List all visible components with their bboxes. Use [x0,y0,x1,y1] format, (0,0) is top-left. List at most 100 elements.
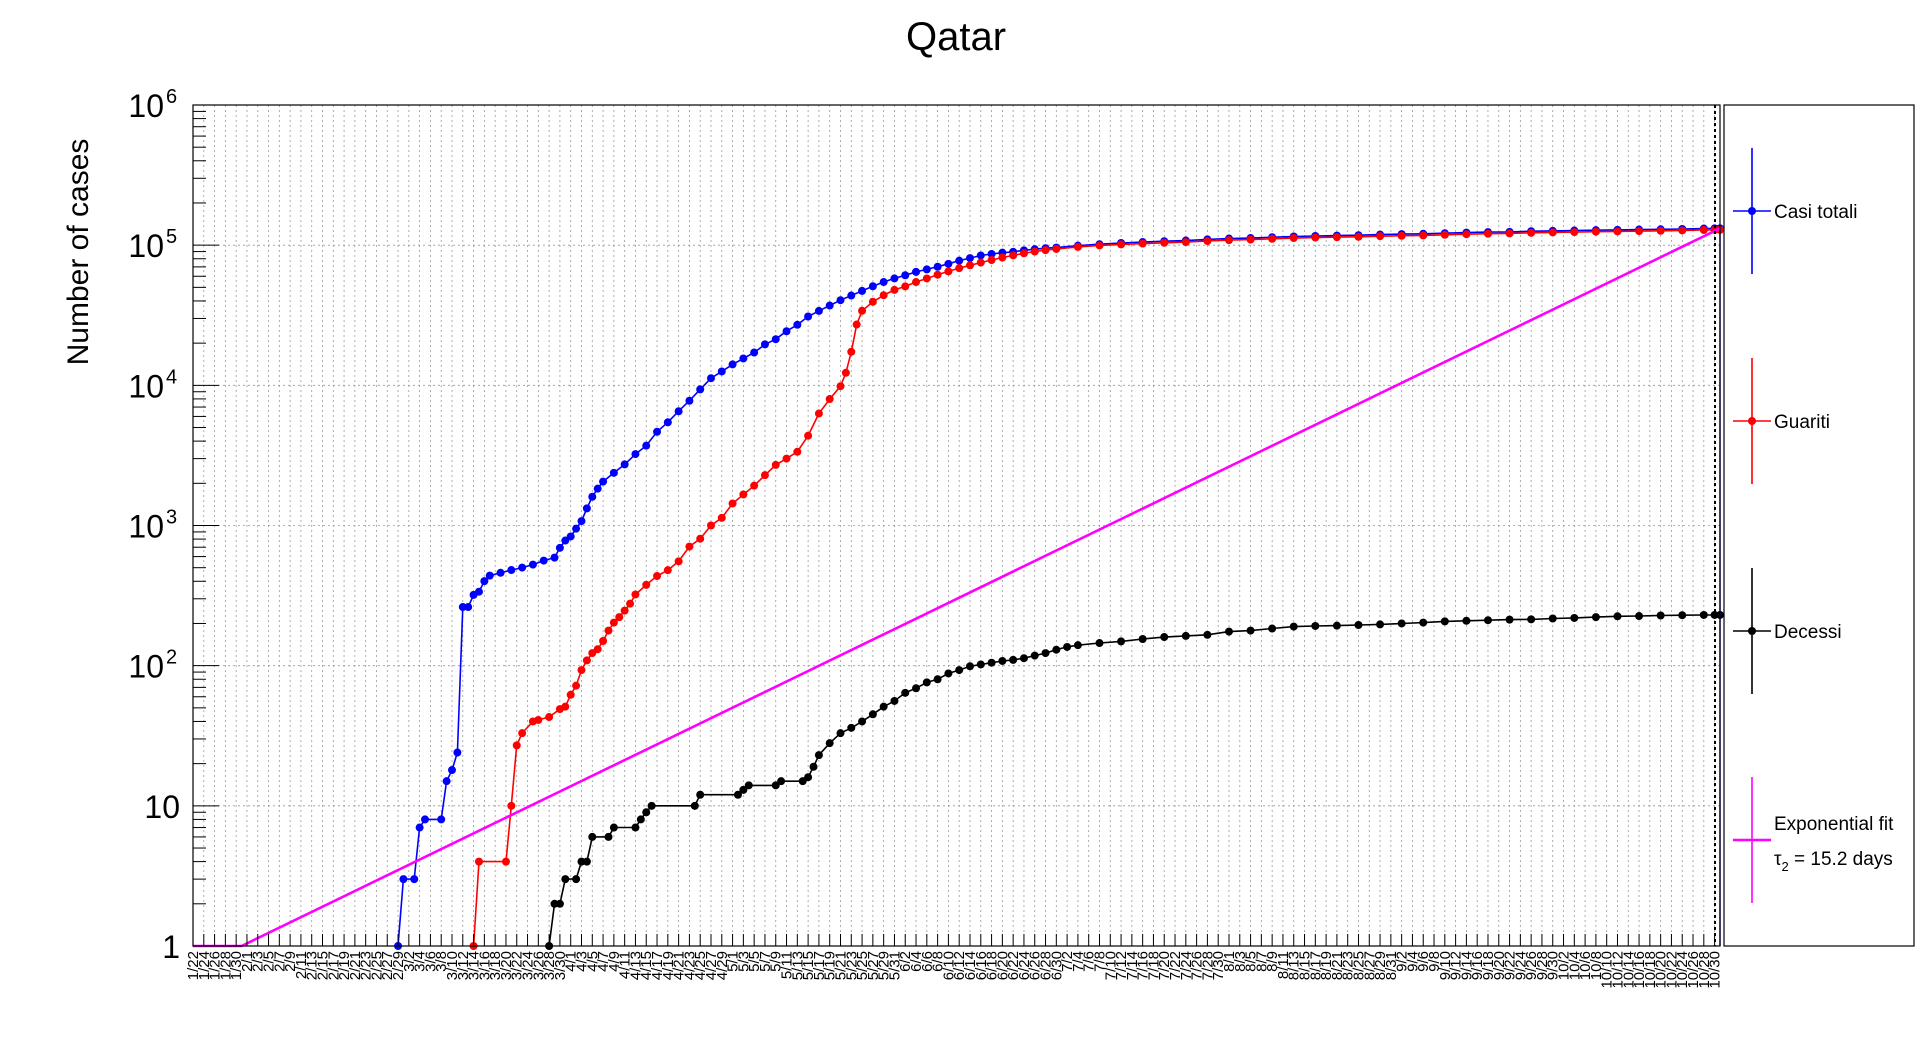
x-tick-label: 6/2 [897,951,914,972]
x-tick-label: 8/31 [1383,951,1400,980]
series-point-1 [1138,239,1147,248]
series-point-2 [1419,618,1428,627]
x-tick-label: 5/21 [832,951,849,980]
x-tick-label: 9/4 [1404,951,1421,972]
series-point-0 [944,259,953,268]
series-point-1 [1203,237,1212,246]
series-point-0 [609,468,618,477]
series-point-2 [1678,611,1687,620]
legend: Casi totali Guariti Decessi Exponential fit… [1723,104,1915,947]
series-point-1 [1440,230,1449,239]
x-tick-label: 10/2 [1556,951,1573,980]
x-tick-label: 5/1 [725,951,742,972]
series-point-2 [1354,621,1363,630]
x-tick-label: 5/31 [886,951,903,980]
x-tick-label: 5/19 [822,951,839,980]
series-point-2 [1591,613,1600,622]
x-tick-label: 3/30 [552,951,569,980]
series-point-1 [1527,228,1536,237]
series-point-1 [1224,236,1233,245]
series-point-1 [1041,246,1050,255]
series-point-2 [1440,617,1449,626]
series-point-1 [922,274,931,283]
x-tick-label: 4/3 [573,951,590,972]
series-point-0 [593,484,602,493]
x-tick-label: 2/15 [314,951,331,980]
series-point-1 [604,626,613,635]
series-point-2 [1041,649,1050,658]
x-tick-label: 9/28 [1534,951,1551,980]
x-tick-label: 2/25 [368,951,385,980]
series-point-1 [1462,230,1471,239]
series-point-0 [804,312,813,321]
series-point-0 [782,327,791,336]
x-tick-label: 7/26 [1189,951,1206,980]
x-tick-label: 9/14 [1458,951,1475,980]
series-point-0 [642,441,651,450]
x-tick-label: 10/28 [1696,951,1713,989]
legend-marker [1748,417,1756,425]
series-line-1 [472,229,1720,947]
series-point-2 [739,785,748,794]
x-tick-label: 5/25 [854,951,871,980]
series-point-1 [1030,247,1039,256]
series-point-2 [1289,622,1298,631]
x-tick-label: 2/27 [379,951,396,980]
series-point-1 [1591,227,1600,236]
series-point-1 [577,666,586,675]
series-point-2 [733,790,742,799]
series-point-0 [555,543,564,552]
series-point-1 [825,395,834,404]
series-point-1 [890,285,899,294]
series-point-1 [933,270,942,279]
x-tick-label: 5/5 [746,951,763,972]
series-point-1 [1635,227,1644,236]
x-tick-label: 4/7 [595,951,612,972]
series-point-2 [771,781,780,790]
x-tick-label: 7/4 [1070,951,1087,972]
series-point-1 [572,681,581,690]
series-point-1 [1073,242,1082,251]
series-point-2 [609,823,618,832]
series-point-2 [1656,611,1665,620]
series-point-2 [647,801,656,810]
x-tick-label: 10/16 [1631,951,1648,989]
series-point-2 [804,773,813,782]
series-point-1 [1009,251,1018,260]
series-point-1 [582,656,591,665]
series-point-0 [577,517,586,526]
series-point-2 [1376,620,1385,629]
x-tick-label: 7/28 [1199,951,1216,980]
x-tick-label: 3/22 [509,951,526,980]
series-point-0 [572,524,581,533]
series-point-2 [1073,641,1082,650]
series-point-1 [1613,227,1622,236]
legend-sublabel: τ2 = 15.2 days [1774,849,1893,874]
series-point-2 [1052,645,1061,654]
series-point-2 [1699,610,1708,619]
series-point-0 [836,296,845,305]
x-tick-label: 4/17 [649,951,666,980]
y-tick-base: 1 [162,929,180,965]
y-tick-exponent: 6 [166,86,177,108]
x-tick-label: 10/26 [1685,951,1702,989]
series-point-1 [1483,229,1492,238]
x-tick-label: 7/22 [1167,951,1184,980]
x-tick-label: 3/6 [422,951,439,972]
series-point-0 [825,301,834,310]
series-point-2 [847,723,856,732]
legend-label: Decessi [1774,622,1842,643]
series-point-1 [1376,232,1385,241]
series-point-1 [717,513,726,522]
series-point-2 [1462,616,1471,625]
series-point-1 [998,253,1007,262]
series-point-0 [976,251,985,260]
series-point-0 [588,492,597,501]
series-point-2 [1224,627,1233,636]
series-point-2 [1397,619,1406,628]
series-line-0 [397,227,1720,947]
series-point-2 [922,678,931,687]
y-tick-base: 10 [144,789,180,825]
series-point-2 [1063,642,1072,651]
